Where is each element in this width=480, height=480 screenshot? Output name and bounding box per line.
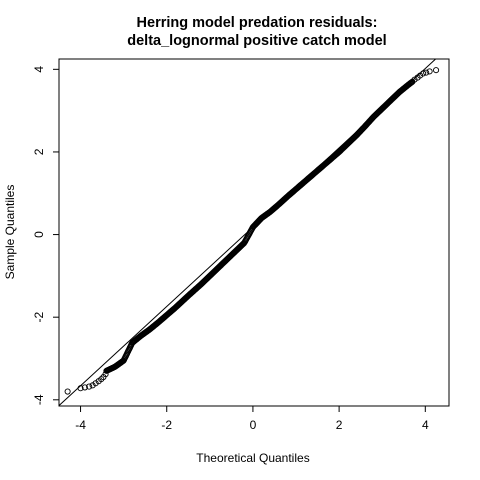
x-tick-label: 0 [250,418,257,432]
x-tick-label: 2 [336,418,343,432]
y-tick-label: 2 [32,148,46,155]
reference-line [59,59,437,406]
x-tick-label: -2 [161,418,172,432]
qq-tail-point [89,382,96,389]
qq-tail-point [411,76,418,83]
chart-title-line-2: delta_lognormal positive catch model [127,33,386,49]
qq-tail-point [423,69,430,76]
qq-tail-point [433,67,440,74]
qq-tail-point [77,385,84,392]
y-tick-label: 0 [32,231,46,238]
qq-tail-point [92,380,99,387]
x-tick-label: 4 [422,418,429,432]
data-points [64,67,440,395]
y-tick-label: -4 [32,394,46,405]
qq-tail-point [417,72,424,79]
y-tick-label: 4 [32,66,46,73]
qq-tail-point [102,371,109,378]
qq-tail-point [86,383,93,390]
qq-tail-point [81,384,88,391]
x-tick-label: -4 [75,418,86,432]
plot-frame [58,58,450,407]
y-tick-label: -2 [32,312,46,323]
y-axis-label: Sample Quantiles [3,185,17,280]
x-axis-label: Theoretical Quantiles [196,451,309,465]
qq-tail-point [426,68,433,75]
x-axis: -4 -2 0 2 4 [75,406,429,432]
qq-tail-point [64,388,71,395]
y-axis: -4 -2 0 2 4 [32,66,59,405]
chart-title-line-1: Herring model predation residuals: [137,15,378,31]
qq-tail-point [420,70,427,77]
